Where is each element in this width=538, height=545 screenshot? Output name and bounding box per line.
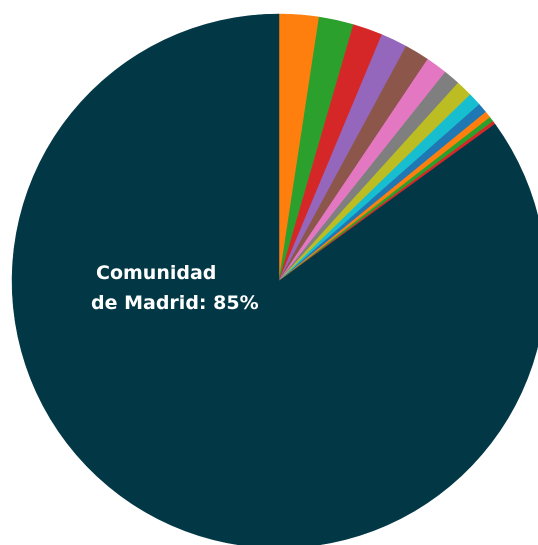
pie-slice-comunidad-de-madrid [11,13,538,545]
slice-label-line-2: de Madrid: 85% [91,292,259,314]
pie-slices [11,13,538,545]
slice-label-comunidad-de-madrid: Comunidad de Madrid: 85% [91,262,259,314]
slice-label-line-1: Comunidad [96,262,216,284]
